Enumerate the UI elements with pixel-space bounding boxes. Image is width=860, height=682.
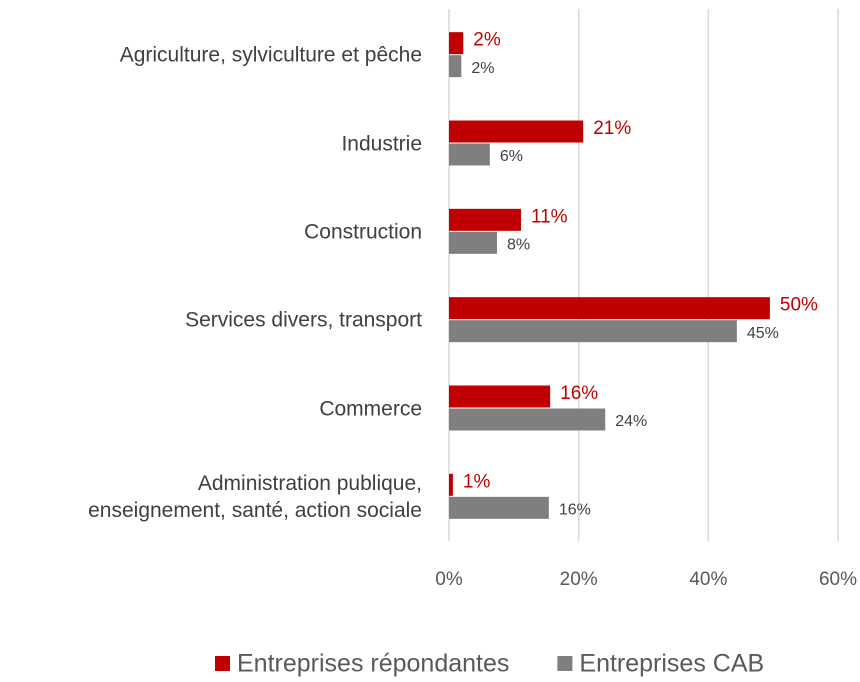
category-label: Services divers, transport — [185, 308, 422, 332]
bar — [449, 385, 551, 408]
bar — [449, 408, 606, 431]
data-label: 50% — [780, 295, 818, 316]
data-label: 16% — [559, 502, 591, 519]
x-tick-label: 40% — [689, 569, 727, 590]
legend-swatch — [215, 656, 230, 671]
data-label: 21% — [593, 118, 631, 139]
category-label: Industrie — [341, 132, 422, 155]
category-label: Construction — [304, 220, 422, 244]
category-label: Agriculture, sylviculture et pêche — [119, 43, 422, 67]
bar — [449, 320, 737, 343]
bar — [449, 55, 462, 78]
bar — [449, 120, 584, 143]
bar — [449, 496, 549, 519]
data-label: 2% — [473, 30, 501, 51]
data-label: 16% — [560, 383, 598, 404]
bar — [449, 32, 464, 55]
data-label: 2% — [471, 60, 494, 77]
category-label: Administration publique, enseignement, s… — [88, 471, 422, 522]
category-label: Commerce — [319, 397, 422, 420]
bar — [449, 473, 453, 496]
bar — [449, 297, 770, 320]
data-label: 45% — [747, 325, 779, 342]
legend-swatch — [557, 656, 573, 671]
x-tick-label: 20% — [560, 569, 598, 590]
x-tick-label: 0% — [435, 569, 463, 590]
legend-label: Entreprises répondantes — [237, 650, 509, 678]
bar — [449, 231, 497, 254]
data-label: 24% — [615, 413, 647, 430]
bar — [449, 143, 490, 166]
data-label: 8% — [507, 237, 530, 254]
data-label: 1% — [463, 471, 491, 492]
bar — [449, 208, 521, 231]
legend-label: Entreprises CAB — [579, 650, 764, 678]
data-label: 6% — [500, 148, 523, 165]
x-tick-label: 60% — [819, 569, 857, 590]
data-label: 11% — [531, 206, 568, 227]
